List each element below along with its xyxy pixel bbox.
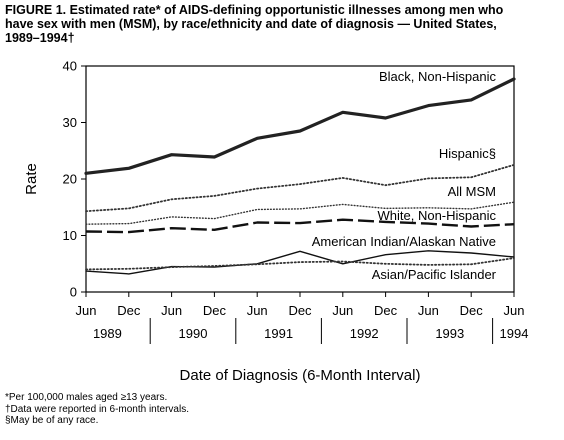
title-line: 1989–1994† [5,31,75,45]
x-tick-label: Dec [288,303,312,318]
x-axis-label: Date of Diagnosis (6-Month Interval) [180,367,421,384]
x-tick-label: Dec [460,303,484,318]
series-label: Black, Non-Hispanic [379,69,497,84]
footnotes: *Per 100,000 males aged ≥13 years. †Data… [5,392,189,427]
series-label-layer: Black, Non-Hispanic Hispanic§ All MSM White… [312,69,497,282]
series-label: Hispanic§ [439,146,496,161]
series-label: Asian/Pacific Islander [372,267,497,282]
year-label: 1994 [500,326,529,341]
series-line-american-indian-alaskan-native [85,250,515,275]
y-tick-label: 0 [70,285,77,300]
year-label: 1991 [264,326,293,341]
x-tick-label: Jun [76,303,97,318]
y-tick-label: 40 [63,59,77,74]
year-label: 1992 [350,326,379,341]
series-line-hispanic [85,163,515,213]
x-axis: Jun Dec Jun Dec Jun Dec Jun Dec Jun Dec Jun 1989 199… [76,292,529,344]
x-tick-label: Jun [504,303,525,318]
series-label: All MSM [448,184,496,199]
year-label: 1989 [93,326,122,341]
footnote: †Data were reported in 6-month intervals… [5,403,189,415]
x-tick-label: Dec [374,303,398,318]
year-label: 1993 [435,326,464,341]
y-tick-label: 20 [63,172,77,187]
y-tick-label: 30 [63,115,77,130]
y-axis: 0 10 20 30 40 [63,59,86,300]
y-tick-label: 10 [63,228,77,243]
line-chart: Black, Non-Hispanic Hispanic§ All MSM White… [23,59,529,385]
footnote: §May be of any race. [5,415,99,426]
x-tick-label: Jun [418,303,439,318]
title-line: FIGURE 1. Estimated rate* of AIDS-defini… [5,3,504,17]
series-layer [84,77,516,275]
plot-area-frame [85,65,515,293]
x-tick-label: Jun [161,303,182,318]
series-line-black-non-hispanic [84,77,516,175]
x-tick-label: Jun [332,303,353,318]
series-label: American Indian/Alaskan Native [312,234,496,249]
footnote: *Per 100,000 males aged ≥13 years. [5,392,168,403]
series-label: White, Non-Hispanic [378,208,497,223]
series-line-white-non-hispanic [85,218,515,234]
series-line-asian-pacific-islander [85,257,515,271]
series-line-all-msm [85,201,515,225]
y-axis-label: Rate [23,163,40,195]
year-label: 1990 [179,326,208,341]
x-tick-label: Jun [247,303,268,318]
figure-title: FIGURE 1. Estimated rate* of AIDS-defini… [5,3,557,45]
title-line: have sex with men (MSM), by race/ethnici… [5,17,497,31]
x-tick-label: Dec [117,303,141,318]
x-tick-label: Dec [203,303,227,318]
